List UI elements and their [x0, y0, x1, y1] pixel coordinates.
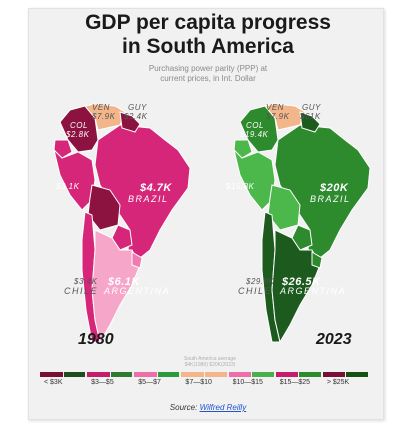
- subtitle-line-2: current prices, in Int. Dollar: [160, 74, 256, 83]
- label-ven-1980: VEN: [92, 103, 110, 112]
- subtitle-line-1: Purchasing power parity (PPP) at: [148, 64, 268, 73]
- label-guy-2023: GUY: [302, 103, 321, 112]
- value-chile-2023: $29.9K: [246, 277, 275, 286]
- region-bolivia-2023: [267, 184, 301, 231]
- value-brazil-2023: $20K: [320, 182, 349, 194]
- value-ven-2023: $7.9K: [266, 112, 290, 121]
- value-peru-1980: $3.1K: [56, 182, 80, 191]
- legend: < $3K $3—$5 $5—$7 $7—$10 $10—$15 $15—$25 > $25…: [40, 372, 370, 392]
- label-argentina-2023: ARGENTINA: [280, 286, 347, 296]
- value-col-1980: $2.8K: [66, 130, 90, 139]
- legend-swatch-green: [157, 372, 180, 377]
- region-colombia-2023: [239, 105, 279, 153]
- region-uruguay-2023: [311, 251, 323, 269]
- legend-swatch-green: [205, 372, 227, 377]
- note-line-2: $4K(1980) $20K(2023): [184, 362, 236, 368]
- region-ecuador-2023: [233, 139, 253, 159]
- label-ven-2023: VEN: [266, 103, 284, 112]
- map-2023: [233, 103, 371, 344]
- value-chile-1980: $3.4K: [74, 277, 98, 286]
- legend-label: > $25K: [326, 379, 350, 386]
- legend-swatch-green: [299, 372, 321, 377]
- source-line: Source: Wilfred Reilly: [0, 403, 416, 412]
- region-peru-2023: [233, 148, 276, 211]
- label-brazil-1980: BRAZIL: [128, 194, 169, 204]
- value-ven-1980: $7.9K: [92, 112, 116, 121]
- legend-swatch-pink: [275, 372, 299, 377]
- label-col-2023: COL: [246, 121, 264, 130]
- region-paraguay-2023: [291, 224, 313, 251]
- legend-swatch-pink: [134, 372, 157, 377]
- label-chile-1980: CHILE: [64, 286, 99, 296]
- region-argentina-2023: [271, 229, 321, 344]
- label-argentina-1980: ARGENTINA: [104, 286, 171, 296]
- title-line-1: GDP per capita progress: [85, 11, 331, 34]
- region-guyana-1980: [119, 111, 141, 133]
- note-line-1: South America average: [184, 356, 236, 362]
- legend-swatch-green: [252, 372, 274, 377]
- value-guy-2023: $61K: [300, 112, 321, 121]
- region-guyana-2023: [299, 111, 321, 133]
- source-link[interactable]: Wilfred Reilly: [199, 403, 247, 412]
- region-colombia-1980: [59, 105, 99, 153]
- year-2023: 2023: [316, 331, 352, 348]
- year-1980: 1980: [78, 331, 114, 348]
- legend-label: $15—$25: [279, 379, 311, 386]
- value-brazil-1980: $4.7K: [140, 182, 172, 194]
- legend-swatch-green: [63, 372, 86, 377]
- legend-swatch-pink: [181, 372, 204, 377]
- map-1980: [53, 103, 191, 344]
- title-line-2: in South America: [122, 35, 294, 58]
- label-col-1980: COL: [70, 121, 88, 130]
- legend-swatch-pink: [87, 372, 110, 377]
- region-ecuador-1980: [53, 139, 73, 159]
- legend-swatch-pink: [40, 372, 63, 377]
- value-col-2023: $19.4K: [240, 130, 269, 139]
- legend-label: $7—$10: [185, 379, 212, 386]
- value-peru-2023: $15.8K: [226, 182, 255, 191]
- source-label: Source:: [169, 403, 198, 412]
- legend-label: $3—$5: [91, 379, 114, 386]
- label-chile-2023: CHILE: [238, 286, 273, 296]
- value-argentina-2023: $26.5K: [282, 276, 321, 288]
- value-argentina-1980: $6.1K: [108, 276, 140, 288]
- legend-swatch-green: [110, 372, 133, 377]
- legend-swatch-pink: [322, 372, 346, 377]
- value-guy-1980: $2.4K: [124, 112, 148, 121]
- region-paraguay-1980: [111, 224, 133, 251]
- legend-swatch-pink: [228, 372, 252, 377]
- legend-swatch-green: [346, 372, 368, 377]
- label-guy-1980: GUY: [128, 103, 147, 112]
- legend-label: $5—$7: [138, 379, 161, 386]
- region-uruguay-1980: [131, 251, 143, 269]
- region-peru-1980: [53, 148, 96, 211]
- label-brazil-2023: BRAZIL: [310, 194, 351, 204]
- region-bolivia-1980: [87, 184, 121, 231]
- region-argentina-1980: [91, 229, 141, 344]
- legend-label: $10—$15: [232, 379, 263, 386]
- legend-label: < $3K: [44, 379, 63, 386]
